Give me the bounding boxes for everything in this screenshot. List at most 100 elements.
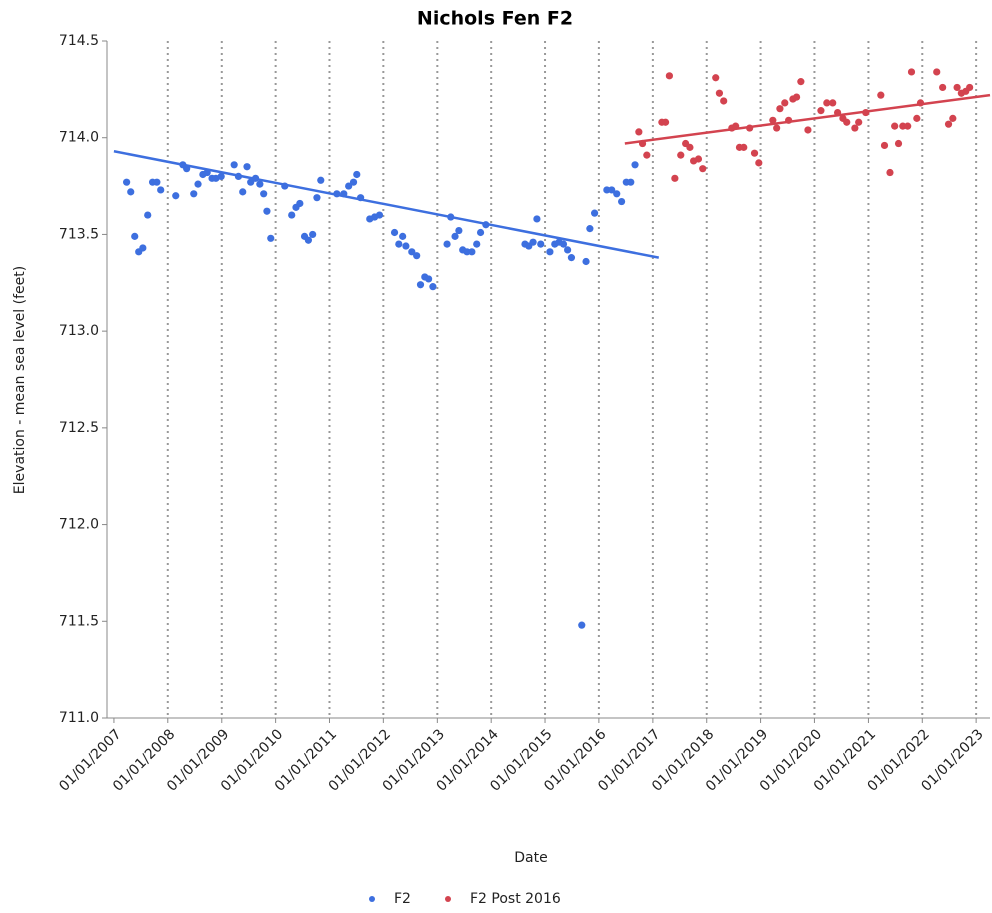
point [880, 141, 889, 150]
legend-label: F2 Post 2016 [470, 891, 561, 907]
point [773, 124, 781, 132]
point [399, 232, 407, 240]
point [732, 122, 740, 130]
chart-title: Nichols Fen F2 [417, 8, 573, 30]
point [686, 143, 694, 151]
point [949, 114, 957, 122]
point [353, 170, 361, 179]
point [281, 182, 289, 190]
point [451, 232, 459, 240]
y-tick-label: 712.0 [59, 517, 99, 533]
point [402, 242, 410, 250]
point [746, 124, 754, 132]
y-axis-label: Elevation - mean sea level (feet) [12, 266, 28, 494]
legend-marker [369, 896, 375, 902]
point [586, 225, 594, 233]
point [677, 151, 685, 159]
point [139, 244, 147, 252]
point [256, 180, 264, 188]
point [843, 118, 851, 126]
point [375, 211, 384, 219]
point [357, 194, 365, 202]
point [886, 168, 894, 177]
trend-line [624, 93, 991, 145]
y-tick-label: 712.5 [59, 420, 99, 436]
point [833, 108, 842, 117]
point [190, 190, 198, 198]
point [785, 116, 793, 124]
point [425, 275, 433, 283]
y-tick-label: 711.5 [59, 613, 99, 629]
point [699, 165, 707, 173]
point [750, 149, 759, 157]
point [447, 213, 455, 221]
point [309, 230, 317, 239]
point [131, 232, 139, 240]
point [317, 176, 325, 184]
point [740, 143, 748, 151]
point [247, 178, 255, 186]
point [643, 151, 651, 159]
point [203, 168, 211, 177]
point [907, 68, 916, 76]
point [944, 120, 953, 128]
point [476, 228, 485, 237]
point [546, 248, 554, 256]
point [157, 186, 165, 194]
point [720, 97, 728, 105]
point [804, 126, 812, 134]
point [239, 188, 247, 196]
point [894, 139, 903, 148]
point [582, 257, 590, 266]
point [345, 182, 353, 190]
point [618, 197, 626, 206]
point [755, 159, 763, 167]
point [916, 99, 925, 107]
point [413, 252, 421, 260]
point [408, 248, 416, 256]
point [123, 178, 131, 186]
point [715, 89, 724, 97]
legend-marker [445, 896, 451, 902]
point [349, 178, 358, 186]
point [443, 240, 451, 248]
legend-label: F2 [394, 891, 411, 907]
point [913, 114, 921, 122]
point [797, 78, 805, 86]
point [313, 194, 321, 202]
point [564, 246, 572, 254]
point [390, 228, 399, 237]
point [578, 621, 586, 629]
point [966, 83, 974, 92]
point [416, 281, 425, 289]
point [395, 240, 403, 248]
point [194, 180, 202, 188]
point [769, 116, 777, 124]
point [455, 226, 463, 235]
y-tick-label: 714.5 [59, 33, 99, 49]
trend-line [113, 150, 660, 259]
point [127, 188, 135, 196]
point [144, 211, 152, 219]
point [608, 186, 616, 194]
point [661, 118, 670, 126]
point [260, 190, 268, 198]
point [862, 108, 870, 117]
x-axis-label: Date [514, 850, 547, 866]
point [304, 236, 312, 244]
point [939, 83, 947, 92]
point [296, 199, 304, 208]
y-tick-label: 713.5 [59, 226, 99, 242]
point [855, 118, 863, 126]
point [251, 174, 260, 182]
point [694, 155, 703, 163]
point [712, 74, 720, 82]
point [429, 283, 437, 291]
point [333, 190, 341, 198]
point [267, 234, 275, 242]
point [631, 161, 639, 169]
point [776, 105, 784, 113]
point [635, 128, 643, 136]
point [627, 178, 635, 186]
